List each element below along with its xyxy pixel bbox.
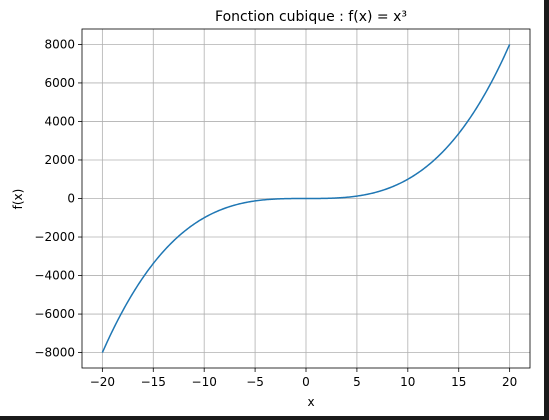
x-tick-label: −20 [90,375,115,389]
y-tick-label: 4000 [44,114,75,128]
y-tick-label: 2000 [44,153,75,167]
x-tick-label: 5 [353,375,361,389]
cubic-series-line [101,44,511,353]
x-tick-label: 20 [502,375,517,389]
x-tick-label: 10 [400,375,415,389]
y-tick-label: −6000 [34,307,75,321]
y-axis-label: f(x) [11,189,25,210]
x-axis-label: x [307,395,314,409]
x-tick-label: 0 [302,375,310,389]
y-axis-ticks: −8000 −6000 −4000 −2000 0 2000 4000 6000 8000 [34,37,82,360]
y-tick-label: 8000 [44,37,75,51]
chart-title: Fonction cubique : f(x) = x³ [215,9,407,25]
series-layer [101,44,511,353]
right-edge-bar [544,0,549,420]
x-tick-label: 15 [451,375,466,389]
y-tick-label: 0 [67,192,75,206]
x-tick-label: −10 [192,375,217,389]
x-tick-label: −5 [246,375,264,389]
y-tick-label: −2000 [34,230,75,244]
x-tick-label: −15 [141,375,166,389]
y-tick-label: −8000 [34,346,75,360]
y-tick-label: 6000 [44,76,75,90]
y-tick-label: −4000 [34,269,75,283]
bottom-edge-bar [0,416,549,420]
x-axis-ticks: −20 −15 −10 −5 0 5 10 15 20 [90,368,517,389]
